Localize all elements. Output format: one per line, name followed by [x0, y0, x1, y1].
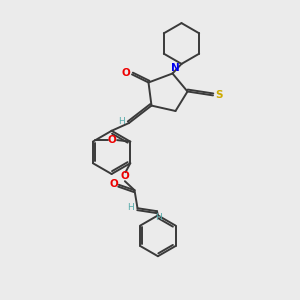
- Text: H: H: [155, 213, 162, 222]
- Text: O: O: [122, 68, 130, 78]
- Text: O: O: [108, 135, 117, 145]
- Text: S: S: [215, 90, 223, 100]
- Text: O: O: [121, 171, 129, 182]
- Text: N: N: [170, 63, 179, 74]
- Text: H: H: [128, 202, 134, 211]
- Text: H: H: [118, 117, 125, 126]
- Text: O: O: [109, 178, 118, 189]
